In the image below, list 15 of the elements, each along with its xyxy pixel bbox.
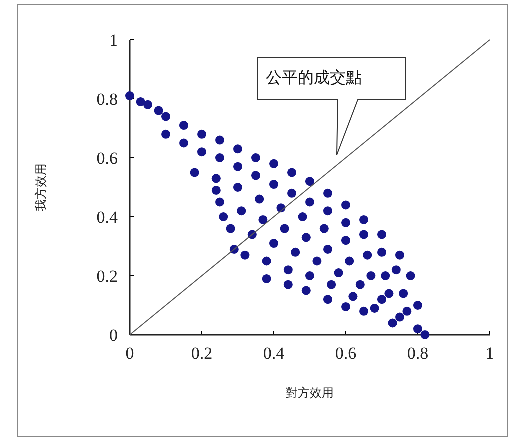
x-tick-label: 1 — [486, 344, 494, 363]
x-tick-label: 0 — [126, 344, 134, 363]
x-tick-label: 0.6 — [335, 344, 357, 363]
x-tick-label: 0.2 — [191, 344, 213, 363]
y-axis-title: 我方效用 — [34, 164, 48, 212]
y-tick-label: 0.8 — [96, 90, 118, 109]
x-tick-label: 0.8 — [407, 344, 429, 363]
y-tick-label: 0.2 — [96, 267, 118, 286]
x-tick-label: 0.4 — [263, 344, 286, 363]
y-tick-label: 0 — [110, 326, 118, 345]
y-tick-label: 1 — [110, 31, 118, 50]
annotation: 公平的成交點 — [266, 69, 362, 87]
y-tick-label: 0.4 — [96, 208, 118, 227]
x-axis-title: 對方效用 — [286, 386, 334, 400]
y-tick-label: 0.6 — [96, 149, 118, 168]
